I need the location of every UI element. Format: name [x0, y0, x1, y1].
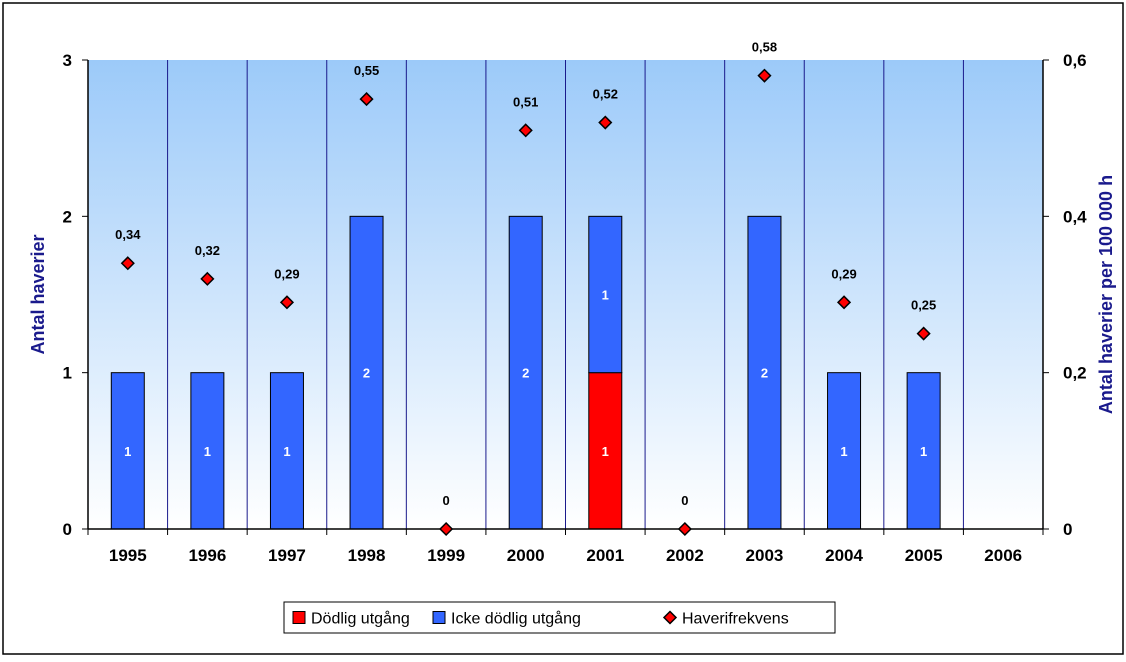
y-tick-label-right: 0,2 [1063, 364, 1087, 383]
y-tick-label-right: 0,4 [1063, 207, 1087, 226]
bar-data-label: 1 [602, 444, 609, 459]
haverifrekvens-data-label: 0,34 [115, 227, 141, 242]
legend-label-dodlig: Dödlig utgång [311, 610, 410, 628]
haverifrekvens-marker [757, 68, 772, 83]
x-tick-label: 2002 [666, 546, 704, 565]
legend-swatch-dodlig [292, 611, 306, 624]
bar-icke-dodlig [349, 215, 384, 530]
x-tick-label: 2001 [586, 546, 624, 565]
haverifrekvens-data-label: 0 [443, 493, 450, 508]
y-tick-label-right: 0,6 [1063, 51, 1087, 70]
y-axis-title-left: Antal haverier [28, 234, 48, 354]
bar-dodlig [588, 372, 623, 530]
bar-data-label: 1 [602, 288, 609, 303]
haverifrekvens-data-label: 0,29 [274, 266, 299, 281]
bar-data-label: 1 [920, 444, 927, 459]
haverifrekvens-marker [518, 123, 533, 138]
x-tick-label: 1998 [348, 546, 386, 565]
legend-label-icke-dodlig: Icke dödlig utgång [451, 610, 581, 628]
haverifrekvens-data-label: 0,51 [513, 94, 538, 109]
haverifrekvens-marker [916, 326, 931, 341]
haverifrekvens-marker [836, 295, 852, 310]
bar-data-label: 1 [283, 444, 290, 459]
bar-icke-dodlig [269, 372, 304, 530]
haverifrekvens-data-label: 0,55 [354, 63, 379, 78]
haverifrekvens-marker [359, 92, 374, 107]
y-tick-label-left: 3 [63, 51, 72, 70]
y-tick-label-left: 0 [63, 520, 72, 539]
bar-icke-dodlig [906, 372, 941, 530]
y-tick-label-left: 1 [63, 364, 72, 383]
bar-data-label: 1 [204, 444, 211, 459]
bar-icke-dodlig [588, 215, 623, 374]
bar-data-label: 2 [522, 366, 529, 381]
haverifrekvens-data-label: 0,52 [593, 87, 618, 102]
x-tick-label: 2003 [746, 546, 784, 565]
haverifrekvens-marker [598, 115, 613, 130]
y-axis-title-right: Antal haverier per 100 000 h [1096, 175, 1116, 414]
bar-icke-dodlig [190, 372, 225, 530]
bar-data-label: 1 [124, 444, 131, 459]
haverifrekvens-data-label: 0,58 [752, 40, 777, 55]
haverifrekvens-data-label: 0,25 [911, 298, 936, 313]
bar-data-label: 2 [761, 366, 768, 381]
haverifrekvens-marker [279, 295, 295, 310]
haverifrekvens-marker [439, 521, 454, 537]
x-tick-label: 2000 [507, 546, 545, 565]
haverifrekvens-data-label: 0,29 [831, 266, 856, 281]
legend-swatch-icke-dodlig [432, 611, 446, 624]
x-tick-label: 2006 [984, 546, 1022, 565]
x-tick-label: 1997 [268, 546, 306, 565]
x-tick-label: 1999 [427, 546, 465, 565]
haverifrekvens-data-label: 0,32 [195, 243, 220, 258]
x-tick-label: 1995 [109, 546, 147, 565]
bar-icke-dodlig [827, 372, 862, 530]
x-tick-label: 1996 [188, 546, 226, 565]
bar-icke-dodlig [110, 372, 145, 530]
bar-icke-dodlig [508, 215, 543, 530]
y-tick-label-left: 2 [63, 207, 72, 226]
x-tick-label: 2005 [905, 546, 943, 565]
bar-data-label: 1 [840, 444, 847, 459]
haverifrekvens-data-label: 0 [681, 493, 688, 508]
legend-label-haverifrekvens: Haverifrekvens [682, 611, 789, 628]
haverifrekvens-marker [677, 521, 692, 537]
y-tick-label-right: 0 [1063, 520, 1072, 539]
haverifrekvens-marker [120, 256, 135, 271]
legend-marker-haverifrekvens [662, 610, 678, 625]
legend-box [283, 601, 836, 634]
haverifrekvens-marker [200, 271, 215, 286]
bar-icke-dodlig [747, 215, 782, 530]
bar-data-label: 2 [363, 366, 370, 381]
x-tick-label: 2004 [825, 546, 863, 565]
